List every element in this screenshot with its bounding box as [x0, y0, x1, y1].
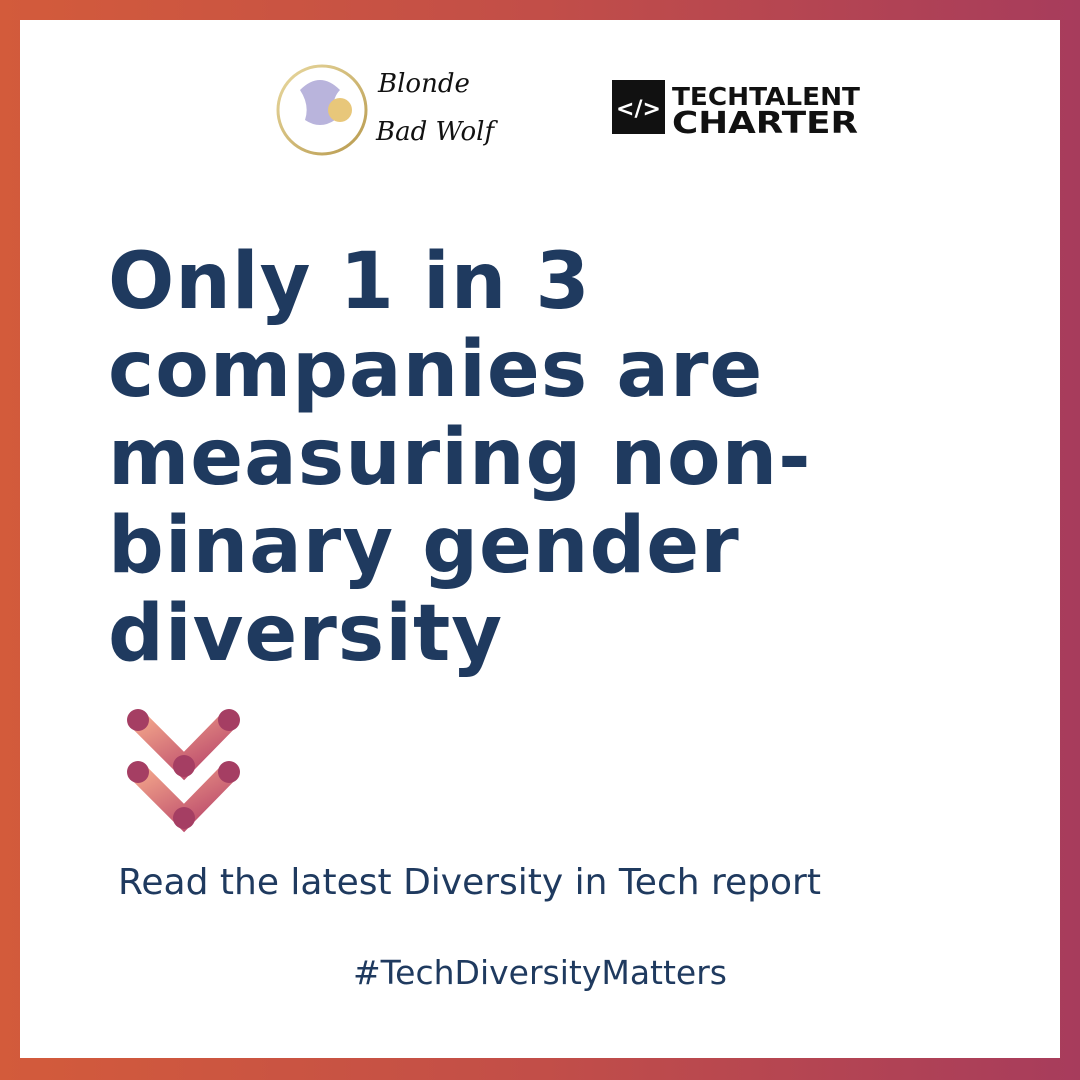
wolf-logo-text: Bad Wolf: [375, 117, 498, 147]
headline-line: Only 1 in 3: [108, 237, 591, 327]
headline-line: binary gender: [108, 501, 740, 591]
charter-icon: [612, 80, 665, 134]
card: [20, 20, 1060, 1058]
body-text: Read the latest Diversity in Tech report: [118, 862, 821, 903]
headline-line: companies are: [108, 325, 764, 415]
hashtag: #TechDiversityMatters: [352, 953, 727, 992]
headline: Only 1 in 3 companies are measuring non-bi…: [108, 238, 812, 678]
wolf-logo-text: Blonde: [377, 69, 470, 99]
wolf-logo-face: [328, 98, 352, 122]
charter-text: TECHTALENT: [672, 82, 860, 111]
headline-line: measuring non-: [108, 413, 812, 503]
chevron-dots: [127, 709, 240, 829]
headline-line: diversity: [108, 589, 504, 679]
charter-icon-text: </>: [616, 97, 661, 122]
charter-text: CHARTER: [672, 106, 858, 141]
